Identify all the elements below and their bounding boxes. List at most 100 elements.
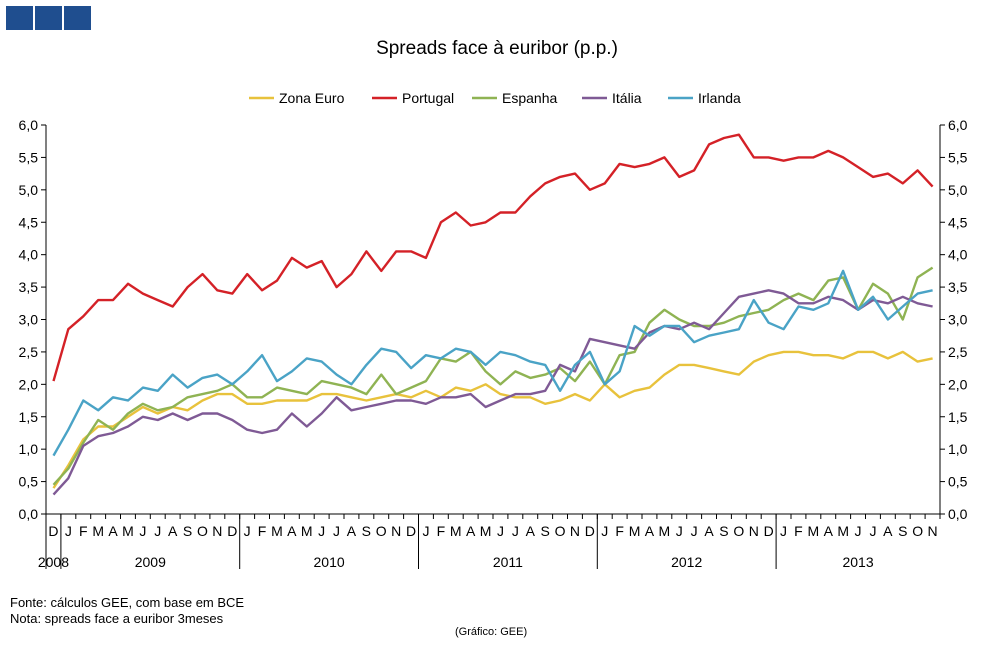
month-label: S	[540, 523, 549, 539]
legend-label: Irlanda	[698, 90, 741, 106]
y-tick-label-left: 3,0	[19, 312, 39, 328]
month-label: F	[794, 523, 803, 539]
y-tick-label-left: 2,0	[19, 376, 39, 392]
y-tick-label-left: 0,0	[19, 506, 39, 522]
logo-block-2	[35, 6, 62, 30]
month-label: A	[466, 523, 476, 539]
y-tick-label-right: 6,0	[948, 117, 968, 133]
y-tick-label-right: 2,5	[948, 344, 968, 360]
y-tick-label-left: 3,5	[19, 279, 39, 295]
y-tick-label-right: 4,0	[948, 247, 968, 263]
series-line-zona-euro	[52, 350, 933, 489]
y-tick-label-left: 4,5	[19, 214, 39, 230]
month-label: F	[79, 523, 88, 539]
y-tick-label-right: 0,5	[948, 474, 968, 490]
logo-block-3	[64, 6, 91, 30]
month-label: O	[555, 523, 566, 539]
month-label: J	[780, 523, 787, 539]
y-tick-label-right: 0,0	[948, 506, 968, 522]
month-label: S	[719, 523, 728, 539]
month-label: J	[691, 523, 698, 539]
gee-logo	[6, 6, 91, 30]
y-tick-label-left: 1,0	[19, 441, 39, 457]
footnote: Nota: spreads face a euribor 3meses	[10, 611, 224, 626]
source-note: Fonte: cálculos GEE, com base em BCE	[10, 595, 245, 610]
month-label: A	[645, 523, 655, 539]
chart-legend: Zona Euro Portugal Espanha Itália Irlanda	[249, 90, 741, 106]
month-label: N	[391, 523, 401, 539]
logo-block-1	[6, 6, 33, 30]
series-line-espanha	[52, 266, 934, 486]
y-tick-label-left: 5,5	[19, 149, 39, 165]
legend-label: Portugal	[402, 90, 454, 106]
y-tick-label-right: 3,0	[948, 312, 968, 328]
month-label: O	[376, 523, 387, 539]
y-tick-label-left: 1,5	[19, 409, 39, 425]
legend-label: Espanha	[502, 90, 557, 106]
month-label: J	[318, 523, 325, 539]
y-tick-label-right: 5,0	[948, 182, 968, 198]
month-label: M	[450, 523, 462, 539]
month-label: D	[48, 523, 58, 539]
series-line-portugal	[52, 133, 934, 382]
month-label: A	[526, 523, 536, 539]
month-label: J	[422, 523, 429, 539]
month-label: A	[824, 523, 834, 539]
month-label: J	[601, 523, 608, 539]
month-label: M	[837, 523, 849, 539]
legend-label: Itália	[612, 90, 642, 106]
month-label: N	[570, 523, 580, 539]
year-label: 2012	[671, 554, 702, 570]
y-tick-label-right: 2,0	[948, 376, 968, 392]
chart-series	[52, 133, 934, 496]
year-label: 2011	[493, 554, 523, 570]
year-label: 2008	[38, 554, 69, 570]
month-label: A	[168, 523, 178, 539]
month-label: M	[271, 523, 283, 539]
month-label: J	[855, 523, 862, 539]
month-label: N	[927, 523, 937, 539]
month-label: J	[65, 523, 72, 539]
series-line-it-lia	[52, 289, 933, 496]
month-label: N	[749, 523, 759, 539]
chart-title: Spreads face à euribor (p.p.)	[376, 38, 618, 59]
month-label: F	[437, 523, 446, 539]
month-label: A	[704, 523, 714, 539]
month-label: O	[912, 523, 923, 539]
legend-label: Zona Euro	[279, 90, 345, 106]
month-label: M	[480, 523, 492, 539]
month-label: M	[808, 523, 820, 539]
y-tick-label-left: 5,0	[19, 182, 39, 198]
month-label: A	[883, 523, 893, 539]
y-tick-label-right: 1,5	[948, 409, 968, 425]
month-label: M	[301, 523, 313, 539]
month-label: M	[92, 523, 104, 539]
month-label: J	[333, 523, 340, 539]
chart-credit: (Gráfico: GEE)	[455, 626, 528, 638]
month-label: J	[244, 523, 251, 539]
month-label: J	[154, 523, 161, 539]
month-label: N	[212, 523, 222, 539]
month-label: D	[227, 523, 237, 539]
month-label: F	[615, 523, 624, 539]
month-label: A	[347, 523, 357, 539]
y-tick-label-right: 3,5	[948, 279, 968, 295]
y-tick-label-left: 2,5	[19, 344, 39, 360]
month-label: J	[497, 523, 504, 539]
month-label: S	[183, 523, 192, 539]
month-label: F	[258, 523, 267, 539]
month-label: S	[362, 523, 371, 539]
y-tick-label-right: 1,0	[948, 441, 968, 457]
month-label: D	[585, 523, 595, 539]
series-line-irlanda	[52, 269, 933, 457]
month-label: A	[108, 523, 118, 539]
year-label: 2010	[314, 554, 345, 570]
month-label: J	[676, 523, 683, 539]
chart-axes: 0,0 0,0 0,5 0,5 1,0 1,0 1,5 1,5 2,0 2,0 2,5 2,5 3,0 3…	[19, 117, 968, 570]
y-tick-label-right: 5,5	[948, 149, 968, 165]
month-label: M	[629, 523, 641, 539]
month-label: M	[122, 523, 134, 539]
month-label: A	[287, 523, 297, 539]
month-label: J	[139, 523, 146, 539]
month-label: J	[512, 523, 519, 539]
